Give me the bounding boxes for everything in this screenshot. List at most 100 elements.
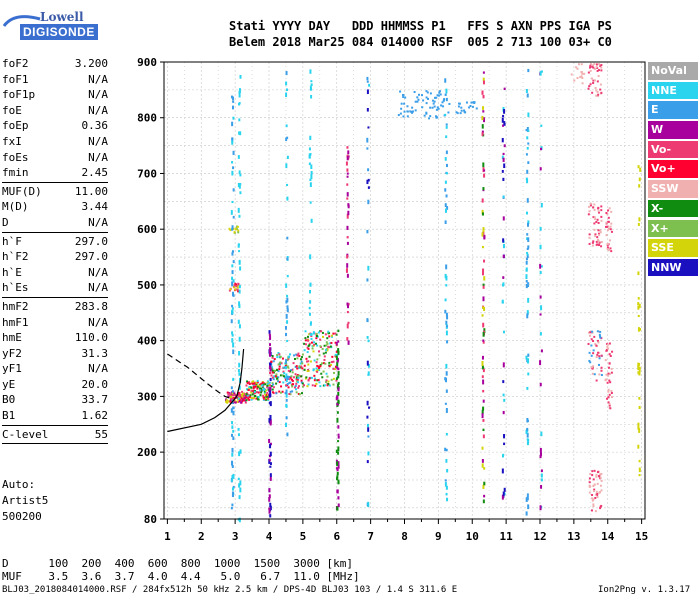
frequency-param-row: fxI N/A	[2, 134, 108, 150]
echo-streak-point	[346, 175, 349, 178]
echo-point	[600, 479, 603, 482]
echo-point	[316, 379, 319, 382]
echo-streak-point	[286, 320, 289, 324]
echo-streak-point	[526, 247, 529, 251]
echo-streak-point	[336, 475, 339, 478]
echo-point	[597, 93, 600, 96]
echo-point	[597, 238, 600, 241]
echo-point	[260, 387, 263, 390]
echo-streak-point	[232, 279, 235, 283]
echo-streak-point	[482, 80, 485, 85]
echo-streak-point	[231, 304, 234, 308]
echo-point	[433, 105, 436, 108]
echo-streak-point	[526, 441, 529, 446]
echo-streak-point	[503, 163, 506, 169]
echo-streak-point	[367, 126, 370, 129]
echo-streak-point	[286, 88, 289, 92]
echo-streak-point	[540, 124, 543, 127]
echo-point	[232, 227, 235, 230]
echo-streak-point	[231, 140, 234, 145]
echo-streak-point	[482, 484, 485, 489]
echo-point	[606, 213, 609, 216]
echo-point	[255, 381, 258, 384]
echo-point	[607, 220, 610, 223]
echo-point	[596, 482, 599, 485]
echo-streak-point	[445, 485, 448, 490]
echo-streak-point	[482, 110, 485, 113]
echo-point	[439, 90, 442, 93]
echo-point	[443, 98, 446, 101]
echo-point	[334, 332, 337, 335]
legend-item: SSE	[648, 239, 698, 257]
echo-point	[310, 334, 313, 337]
separator	[2, 424, 108, 426]
x-tick-label: 14	[601, 530, 615, 543]
echo-streak-point	[481, 212, 484, 216]
echo-point	[596, 94, 599, 97]
echo-point	[588, 236, 591, 239]
echo-streak-point	[231, 487, 234, 491]
echo-point	[592, 484, 595, 487]
echo-point	[606, 246, 609, 249]
echo-point	[460, 109, 463, 112]
echo-streak-point	[366, 137, 369, 143]
echo-point	[605, 211, 608, 214]
echo-point	[600, 64, 603, 67]
echo-streak-point	[539, 263, 542, 269]
echo-streak-point	[503, 109, 506, 114]
echo-point	[241, 392, 244, 395]
echo-point	[230, 395, 233, 398]
echo-streak-point	[238, 118, 241, 122]
echo-point	[327, 380, 330, 383]
echo-point	[256, 387, 259, 390]
echo-point	[399, 112, 402, 115]
echo-point	[298, 365, 301, 368]
echo-point	[256, 381, 259, 384]
echo-point	[312, 350, 315, 353]
echo-point	[326, 384, 329, 387]
echo-point	[292, 376, 295, 379]
echo-streak-point	[337, 446, 340, 452]
echo-point	[436, 116, 439, 119]
echo-streak-point	[540, 478, 543, 482]
echo-point	[237, 391, 240, 394]
echo-point	[328, 361, 331, 364]
echo-streak-point	[483, 307, 486, 312]
echo-streak-point	[237, 319, 240, 324]
echo-point	[266, 384, 269, 387]
echo-point	[599, 476, 602, 479]
echo-streak-point	[481, 90, 484, 95]
echo-streak-point	[337, 381, 340, 385]
echo-point	[600, 215, 603, 218]
echo-streak-point	[638, 184, 641, 188]
echo-streak-point	[309, 152, 312, 156]
echo-point	[323, 355, 326, 358]
echo-point	[254, 386, 257, 389]
echo-point	[600, 209, 603, 212]
echo-point	[233, 284, 236, 287]
echo-streak-point	[285, 399, 288, 402]
echo-point	[291, 385, 294, 388]
profile-param-row: hmF1 N/A	[2, 315, 108, 331]
echo-point	[319, 365, 322, 368]
echo-point	[233, 286, 236, 289]
echo-streak-point	[539, 313, 542, 316]
echo-streak-point	[347, 340, 350, 345]
echo-streak-point	[527, 282, 530, 285]
echo-point	[592, 66, 595, 69]
param-value: 20.0	[81, 377, 109, 391]
echo-point	[575, 66, 578, 69]
echo-point	[591, 91, 594, 94]
echo-streak-point	[481, 365, 484, 369]
echo-point	[242, 398, 245, 401]
echo-point	[263, 392, 266, 395]
param-value: 1.62	[81, 409, 109, 423]
echo-point	[270, 360, 273, 363]
param-name: h`F	[2, 234, 22, 248]
echo-streak-point	[445, 150, 448, 155]
echo-streak-point	[347, 203, 350, 207]
echo-point	[321, 376, 324, 379]
echo-point	[591, 331, 594, 334]
param-name: hmE	[2, 331, 22, 345]
